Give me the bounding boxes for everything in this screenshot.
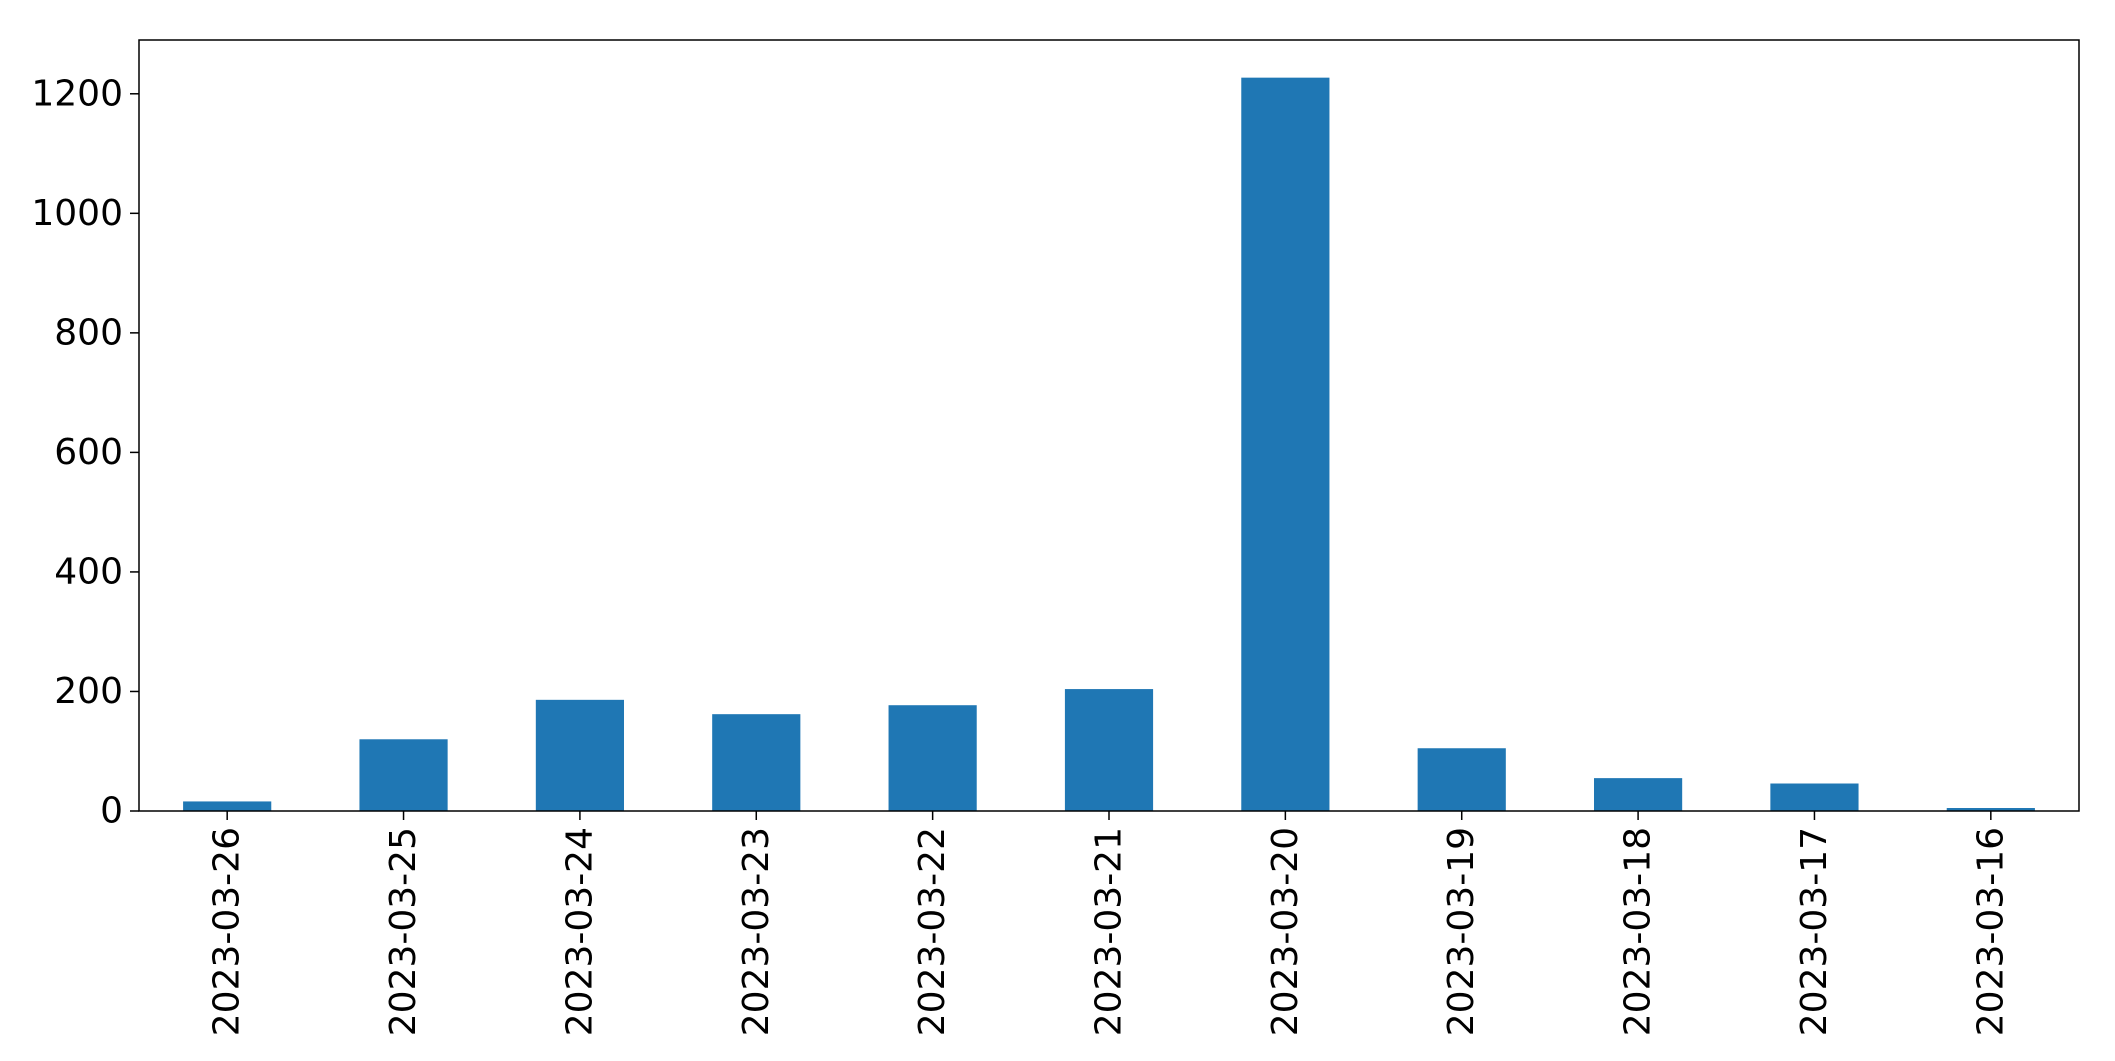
bars-layer xyxy=(183,77,2035,811)
y-tick-label: 0 xyxy=(100,791,123,832)
bar-2023-03-17 xyxy=(1770,783,1859,811)
x-tick-label: 2023-03-26 xyxy=(207,827,248,1036)
bar-2023-03-22 xyxy=(888,705,977,811)
x-tick-label: 2023-03-23 xyxy=(736,827,777,1036)
x-tick-label: 2023-03-19 xyxy=(1441,827,1482,1036)
x-tick-label: 2023-03-25 xyxy=(383,827,424,1036)
bar-2023-03-20 xyxy=(1241,77,1330,811)
x-tick-label: 2023-03-22 xyxy=(912,827,953,1036)
bar-2023-03-19 xyxy=(1417,748,1506,811)
y-tick-label: 600 xyxy=(54,432,123,473)
bar-2023-03-18 xyxy=(1594,778,1683,811)
x-tick-label: 2023-03-16 xyxy=(1970,827,2011,1036)
bar-2023-03-26 xyxy=(183,801,272,811)
x-axis-ticks: 2023-03-26 2023-03-25 2023-03-24 2023-03-23… xyxy=(207,811,2011,1036)
x-tick-label: 2023-03-20 xyxy=(1265,827,1306,1036)
y-tick-label: 1200 xyxy=(31,73,123,114)
bar-2023-03-16 xyxy=(1946,808,2035,811)
y-tick-label: 800 xyxy=(54,312,123,353)
y-axis-ticks: 0 200 400 600 800 1000 1200 xyxy=(31,73,139,832)
plot-area-frame xyxy=(138,39,2080,812)
bar-2023-03-21 xyxy=(1064,689,1154,811)
x-tick-label: 2023-03-24 xyxy=(559,827,600,1036)
x-tick-label: 2023-03-21 xyxy=(1089,827,1130,1036)
x-tick-label: 2023-03-17 xyxy=(1794,827,1835,1036)
y-tick-label: 200 xyxy=(54,671,123,712)
x-tick-label: 2023-03-18 xyxy=(1618,827,1659,1036)
y-tick-label: 1000 xyxy=(31,193,123,234)
bar-2023-03-25 xyxy=(359,739,448,811)
bar-2023-03-23 xyxy=(712,714,801,811)
bar-2023-03-24 xyxy=(535,699,624,811)
y-tick-label: 400 xyxy=(54,551,123,592)
